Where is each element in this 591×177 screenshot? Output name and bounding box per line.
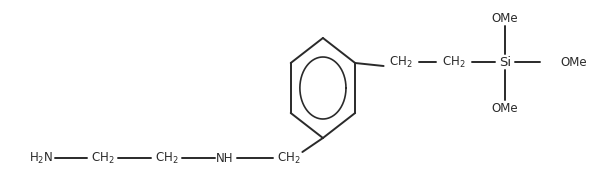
Text: CH$_2$: CH$_2$ xyxy=(442,55,466,70)
Text: H$_2$N: H$_2$N xyxy=(29,150,53,165)
Text: OMe: OMe xyxy=(492,101,518,115)
Text: Si: Si xyxy=(499,56,511,68)
Text: OMe: OMe xyxy=(561,56,587,68)
Text: NH: NH xyxy=(216,152,234,164)
Text: CH$_2$: CH$_2$ xyxy=(91,150,115,165)
Text: CH$_2$: CH$_2$ xyxy=(155,150,178,165)
Text: CH$_2$: CH$_2$ xyxy=(277,150,300,165)
Text: CH$_2$: CH$_2$ xyxy=(389,55,413,70)
Text: OMe: OMe xyxy=(492,12,518,24)
